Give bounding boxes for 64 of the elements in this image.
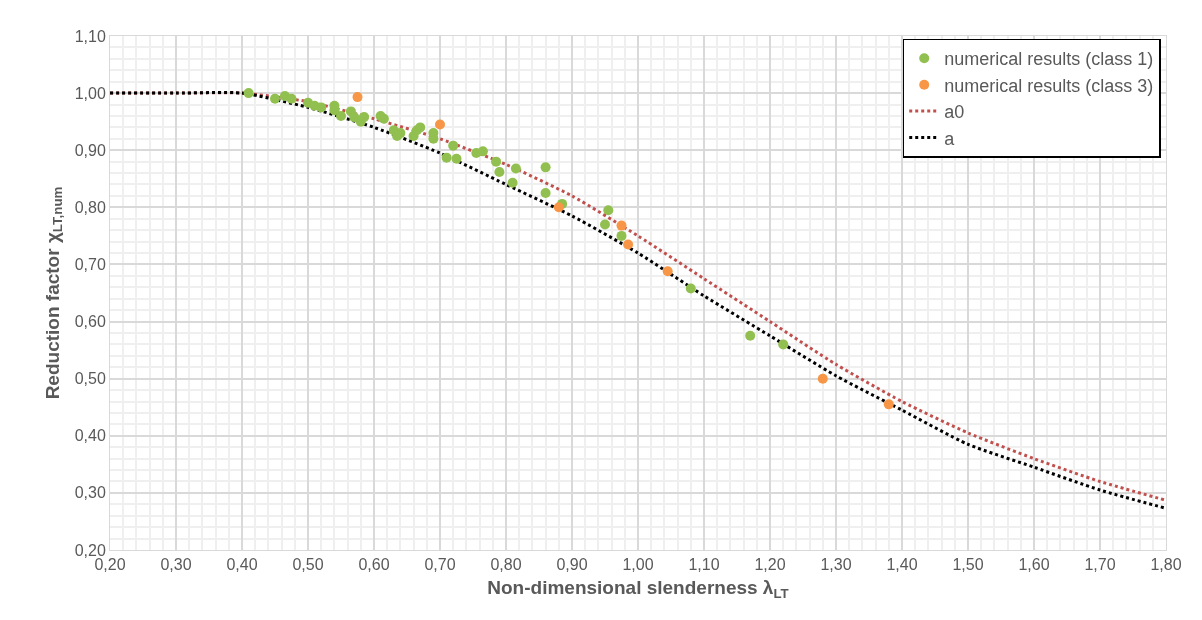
- point: [540, 162, 551, 173]
- point: [510, 163, 521, 174]
- x-tick-label: 0,60: [358, 556, 390, 574]
- x-tick-label: 1,50: [952, 556, 984, 574]
- y-tick-label: 0,80: [74, 198, 106, 216]
- point: [415, 122, 426, 133]
- legend-label: a: [944, 128, 956, 149]
- x-tick-label: 0,90: [556, 556, 588, 574]
- point: [451, 153, 462, 164]
- x-tick-label: 0,80: [490, 556, 522, 574]
- point: [616, 220, 627, 231]
- y-tick-label: 0,20: [74, 541, 106, 559]
- x-tick-label: 1,40: [886, 556, 918, 574]
- point: [441, 152, 452, 163]
- x-tick-label: 0,70: [424, 556, 456, 574]
- point: [778, 339, 789, 350]
- x-tick-label: 0,30: [160, 556, 192, 574]
- point: [286, 93, 297, 104]
- y-tick-label: 1,10: [74, 27, 106, 45]
- y-tick-label: 0,40: [74, 427, 106, 445]
- y-tick-label: 0,70: [74, 256, 106, 274]
- x-tick-label: 1,20: [754, 556, 786, 574]
- point: [349, 112, 360, 123]
- x-tick-label: 1,60: [1018, 556, 1050, 574]
- point: [352, 92, 363, 103]
- point: [553, 202, 564, 213]
- point: [491, 156, 502, 167]
- x-tick-label: 1,00: [622, 556, 654, 574]
- x-tick-label: 1,70: [1084, 556, 1116, 574]
- point: [494, 166, 505, 177]
- point: [883, 399, 894, 410]
- legend-label: numerical results (class 1): [944, 49, 1154, 70]
- y-tick-label: 0,30: [74, 484, 106, 502]
- x-tick-label: 1,80: [1150, 556, 1182, 574]
- x-tick-label: 0,20: [94, 556, 126, 574]
- point: [685, 283, 696, 294]
- point: [435, 119, 445, 130]
- point: [817, 373, 828, 384]
- point: [270, 93, 280, 104]
- point: [359, 112, 370, 123]
- x-tick-label: 1,10: [688, 556, 720, 574]
- y-tick-label: 1,00: [74, 84, 106, 102]
- x-tick-label: 1,30: [820, 556, 852, 574]
- point: [662, 266, 673, 277]
- x-tick-label: 0,40: [226, 556, 258, 574]
- y-tick-label: 0,60: [74, 313, 106, 331]
- point: [616, 230, 627, 241]
- point: [540, 188, 551, 199]
- point: [243, 88, 254, 99]
- point: [336, 110, 346, 121]
- point: [507, 177, 518, 188]
- point: [477, 146, 488, 157]
- y-tick-label: 0,50: [74, 370, 106, 388]
- x-tick-label: 0,50: [292, 556, 324, 574]
- point: [600, 219, 610, 230]
- point: [623, 239, 634, 250]
- legend-label: numerical results (class 3): [944, 75, 1154, 96]
- y-tick-label: 0,90: [74, 141, 106, 159]
- legend-label: a0: [944, 102, 965, 123]
- point: [448, 140, 459, 151]
- point: [603, 205, 614, 216]
- point: [316, 102, 327, 113]
- point: [745, 330, 756, 341]
- x-axis-title: Non-dimensional slenderness λ$_{LT}$: [487, 577, 789, 601]
